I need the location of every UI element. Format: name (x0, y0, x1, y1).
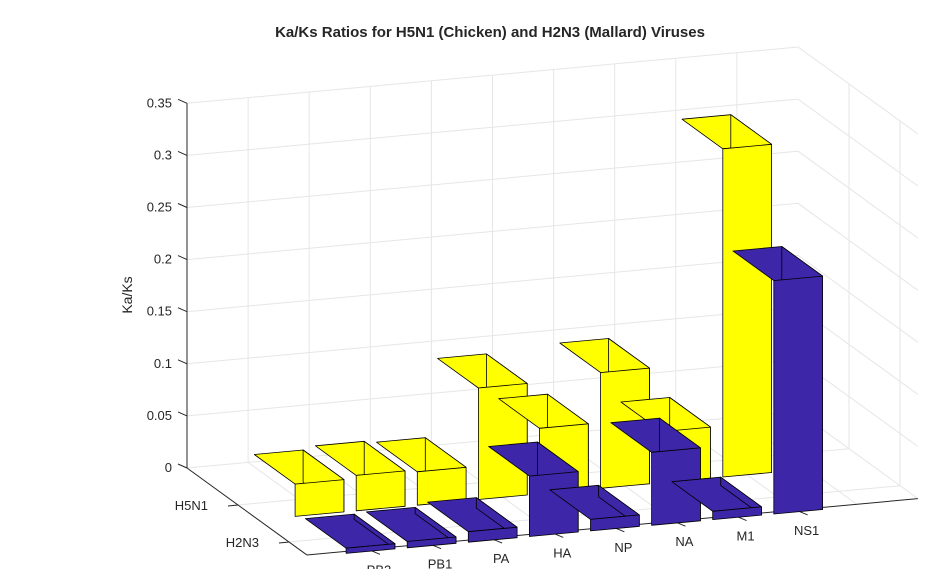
gridline-z (186, 202, 919, 291)
z-tick-label: 0.05 (147, 408, 172, 423)
bar-H5N1-NS1 (681, 114, 772, 478)
series-label: H2N3 (226, 535, 259, 550)
category-label: PB2 (367, 562, 392, 569)
gridline-z (186, 150, 919, 239)
z-tick-mark (177, 150, 188, 156)
bar-front (345, 543, 396, 554)
z-tick-label: 0.35 (147, 95, 172, 110)
bar-H2N3-NP (549, 484, 640, 532)
bars (253, 114, 823, 554)
category-label: NA (675, 534, 693, 549)
z-tick-mark (177, 307, 188, 313)
bar-front (651, 447, 701, 526)
bar-H5N1-NA (559, 338, 650, 489)
bar-front (529, 471, 579, 537)
z-tick-label: 0.2 (154, 252, 172, 267)
bar-H2N3-HA (488, 441, 579, 537)
bar-H5N1-PA (376, 437, 467, 506)
series-label: H5N1 (175, 498, 208, 513)
bar-H5N1-PB2 (253, 449, 345, 517)
z-tick-label: 0.15 (147, 304, 172, 319)
gridline-z (186, 98, 919, 187)
z-tick-label: 0.25 (147, 200, 172, 215)
z-tick-mark (177, 98, 188, 104)
category-label: PA (493, 551, 510, 566)
y-tick-mark (278, 541, 290, 544)
category-label: NS1 (794, 523, 819, 538)
z-tick-label: 0.1 (154, 356, 172, 371)
bar-front (712, 506, 762, 520)
category-label: PB1 (428, 557, 453, 569)
z-tick-mark (177, 411, 188, 417)
z-tick-label: 0.3 (154, 147, 172, 162)
chart-title: Ka/Ks Ratios for H5N1 (Chicken) and H2N3… (275, 24, 705, 41)
bar-H2N3-PB1 (365, 506, 457, 549)
z-tick-label: 0 (165, 460, 172, 475)
bar-front (477, 383, 528, 500)
tick-labels: 0 0.05 0.1 0.15 0.2 0.25 0.3 0.35 H5N1 H2N3 PB2 PB1… (147, 95, 820, 569)
bar-front (722, 143, 772, 478)
category-label: NP (614, 540, 632, 555)
bar-H2N3-PB2 (304, 513, 396, 554)
bar-H2N3-PA (427, 497, 518, 543)
bar-front (590, 514, 640, 532)
z-tick-mark (177, 359, 188, 365)
bar-front (406, 536, 457, 549)
category-label: HA (553, 545, 571, 560)
z-tick-mark (177, 255, 188, 261)
z-axis-label: Ka/Ks (119, 276, 135, 313)
gridline-z (186, 254, 919, 343)
category-label: M1 (737, 529, 755, 544)
gridline-z (186, 46, 919, 135)
bar-front (294, 479, 345, 517)
y-axis-line (186, 467, 308, 556)
y-tick-mark (227, 504, 239, 507)
bar-H5N1-PB1 (314, 440, 406, 512)
bar-front (467, 526, 518, 543)
bar-front (355, 470, 406, 512)
z-tick-mark (177, 203, 188, 208)
bar-H2N3-NS1 (732, 246, 823, 515)
bar-front (773, 275, 823, 515)
z-tick-mark (177, 463, 188, 469)
bar-H2N3-M1 (671, 476, 762, 520)
